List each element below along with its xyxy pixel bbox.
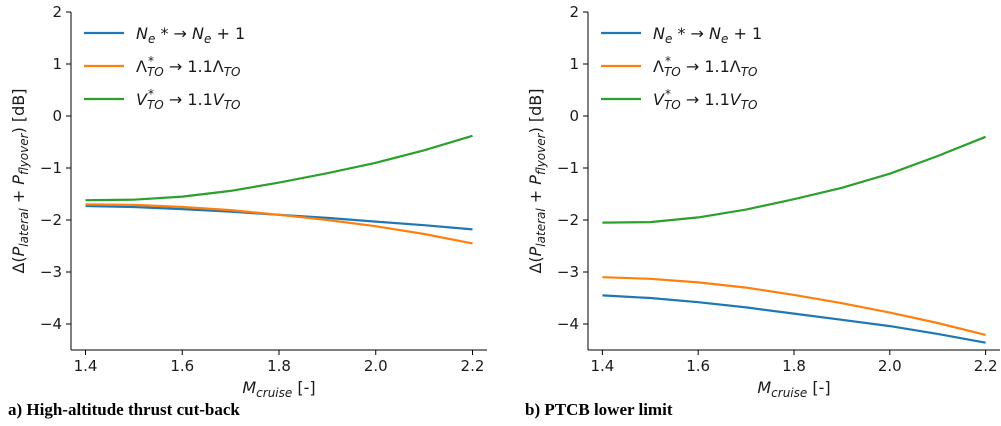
chart-panel-b: 2 1 0 −1 −2 −3 −4 1.4 1.6 1.8 2.0 2.2 Mcruise [-] Δ(P… xyxy=(526,3,1000,400)
y-tick-label: −4 xyxy=(40,315,62,333)
y-tick-label: −1 xyxy=(40,159,62,177)
y-axis-label: Δ(Plateral + Pflyover) [dB] xyxy=(9,88,31,273)
series-line-v xyxy=(602,135,987,224)
x-tick-label: 1.6 xyxy=(686,357,710,375)
x-tick-label: 2.0 xyxy=(364,357,388,375)
legend-label: Ne * → Ne + 1 xyxy=(136,24,245,46)
x-tick-label: 2.0 xyxy=(878,357,902,375)
legend-label: Λ* TO → 1.1ΛTO xyxy=(653,54,757,79)
y-tick-label: 0 xyxy=(52,107,62,125)
legend-label: Λ* TO → 1.1ΛTO xyxy=(136,54,240,79)
x-tick-label: 2.2 xyxy=(974,357,998,375)
y-tick-label: 0 xyxy=(569,107,579,125)
series-line-ne xyxy=(602,294,986,344)
figure: 2 1 0 −1 −2 −3 −4 1.4 1.6 1.8 2.0 2.2 Mcruise [-] Δ(P… xyxy=(9,3,1000,400)
x-axis-label: Mcruise [-] xyxy=(757,378,830,400)
y-tick-label: 1 xyxy=(52,55,62,73)
y-tick-label: 1 xyxy=(569,55,579,73)
x-tick-label: 1.8 xyxy=(782,357,806,375)
legend-label: Ne * → Ne + 1 xyxy=(653,24,762,46)
y-tick-label: −1 xyxy=(557,159,579,177)
x-tick-label: 1.6 xyxy=(170,357,194,375)
y-tick-label: 2 xyxy=(52,3,62,21)
caption-b: b) PTCB lower limit xyxy=(525,400,673,419)
x-axis-label: Mcruise [-] xyxy=(242,378,315,400)
y-tick-label: −2 xyxy=(557,211,579,229)
y-tick-label: 2 xyxy=(569,3,579,21)
series-line-v xyxy=(85,134,473,202)
x-tick-label: 1.4 xyxy=(590,357,614,375)
legend-label: V* TO → 1.1VTO xyxy=(653,87,758,112)
x-tick-label: 2.2 xyxy=(461,357,485,375)
x-tick-label: 1.8 xyxy=(267,357,291,375)
series-line-lambda xyxy=(85,203,473,245)
caption-a: a) High-altitude thrust cut-back xyxy=(8,400,240,419)
y-tick-label: −4 xyxy=(557,315,579,333)
x-tick-label: 1.4 xyxy=(74,357,98,375)
y-tick-label: −2 xyxy=(40,211,62,229)
legend-label: V* TO → 1.1VTO xyxy=(136,87,241,112)
y-tick-label: −3 xyxy=(40,263,62,281)
chart-panel-a: 2 1 0 −1 −2 −3 −4 1.4 1.6 1.8 2.0 2.2 Mcruise [-] Δ(P… xyxy=(9,3,487,400)
y-axis-label: Δ(Plateral + Pflyover) [dB] xyxy=(526,88,548,273)
series-line-lambda xyxy=(602,276,986,336)
y-tick-label: −3 xyxy=(557,263,579,281)
series-line-ne xyxy=(85,204,473,231)
